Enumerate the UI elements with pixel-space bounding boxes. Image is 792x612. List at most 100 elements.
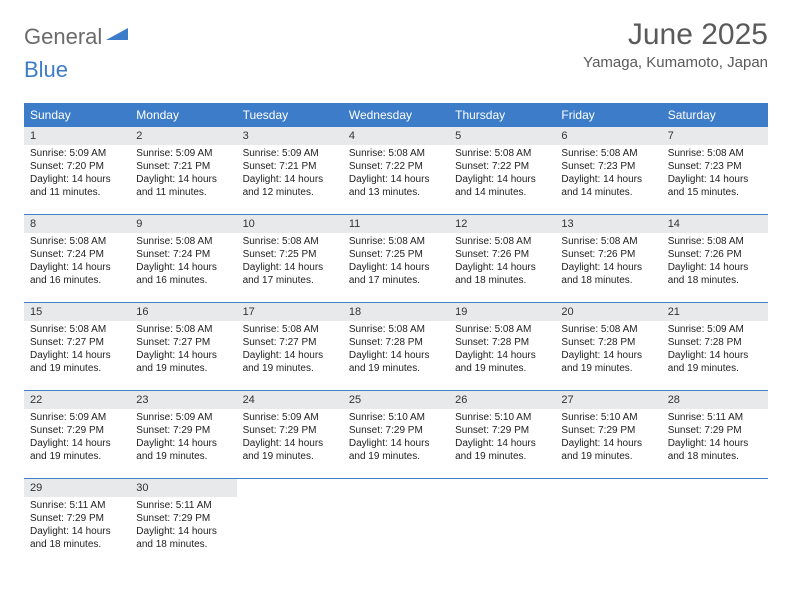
day-details: Sunrise: 5:09 AMSunset: 7:20 PMDaylight:… <box>24 145 130 203</box>
daylight-line: Daylight: 14 hours and 11 minutes. <box>30 173 124 199</box>
sunset-line: Sunset: 7:26 PM <box>561 248 655 261</box>
day-details: Sunrise: 5:09 AMSunset: 7:29 PMDaylight:… <box>237 409 343 467</box>
weekday-header-row: Sunday Monday Tuesday Wednesday Thursday… <box>24 104 768 127</box>
sunrise-line: Sunrise: 5:09 AM <box>136 147 230 160</box>
day-details: Sunrise: 5:08 AMSunset: 7:23 PMDaylight:… <box>662 145 768 203</box>
daylight-line: Daylight: 14 hours and 18 minutes. <box>561 261 655 287</box>
day-number: 29 <box>24 479 130 497</box>
day-details: Sunrise: 5:08 AMSunset: 7:28 PMDaylight:… <box>343 321 449 379</box>
calendar-week-row: 22Sunrise: 5:09 AMSunset: 7:29 PMDayligh… <box>24 391 768 479</box>
calendar-day-cell: 18Sunrise: 5:08 AMSunset: 7:28 PMDayligh… <box>343 303 449 391</box>
sunset-line: Sunset: 7:29 PM <box>136 512 230 525</box>
sunset-line: Sunset: 7:28 PM <box>561 336 655 349</box>
day-number: 8 <box>24 215 130 233</box>
daylight-line: Daylight: 14 hours and 13 minutes. <box>349 173 443 199</box>
day-number: 7 <box>662 127 768 145</box>
day-details: Sunrise: 5:09 AMSunset: 7:21 PMDaylight:… <box>130 145 236 203</box>
sunrise-line: Sunrise: 5:08 AM <box>668 235 762 248</box>
sunrise-line: Sunrise: 5:08 AM <box>455 147 549 160</box>
sunset-line: Sunset: 7:26 PM <box>668 248 762 261</box>
sunrise-line: Sunrise: 5:08 AM <box>561 147 655 160</box>
sunrise-line: Sunrise: 5:08 AM <box>561 323 655 336</box>
daylight-line: Daylight: 14 hours and 14 minutes. <box>561 173 655 199</box>
day-number: 2 <box>130 127 236 145</box>
sunrise-line: Sunrise: 5:09 AM <box>30 147 124 160</box>
daylight-line: Daylight: 14 hours and 19 minutes. <box>455 349 549 375</box>
logo-mark-icon <box>106 26 128 49</box>
sunset-line: Sunset: 7:22 PM <box>455 160 549 173</box>
day-number: 12 <box>449 215 555 233</box>
day-number: 14 <box>662 215 768 233</box>
daylight-line: Daylight: 14 hours and 17 minutes. <box>243 261 337 287</box>
day-details: Sunrise: 5:08 AMSunset: 7:24 PMDaylight:… <box>130 233 236 291</box>
day-number: 9 <box>130 215 236 233</box>
sunset-line: Sunset: 7:21 PM <box>136 160 230 173</box>
daylight-line: Daylight: 14 hours and 19 minutes. <box>30 437 124 463</box>
calendar-day-cell: 15Sunrise: 5:08 AMSunset: 7:27 PMDayligh… <box>24 303 130 391</box>
sunrise-line: Sunrise: 5:11 AM <box>668 411 762 424</box>
page-title: June 2025 <box>583 18 768 52</box>
sunset-line: Sunset: 7:24 PM <box>136 248 230 261</box>
calendar-day-cell: 7Sunrise: 5:08 AMSunset: 7:23 PMDaylight… <box>662 127 768 215</box>
sunrise-line: Sunrise: 5:08 AM <box>30 323 124 336</box>
sunrise-line: Sunrise: 5:08 AM <box>349 323 443 336</box>
day-number: 26 <box>449 391 555 409</box>
sunset-line: Sunset: 7:25 PM <box>243 248 337 261</box>
daylight-line: Daylight: 14 hours and 19 minutes. <box>561 437 655 463</box>
calendar-day-cell: 30Sunrise: 5:11 AMSunset: 7:29 PMDayligh… <box>130 479 236 567</box>
day-details: Sunrise: 5:08 AMSunset: 7:24 PMDaylight:… <box>24 233 130 291</box>
sunrise-line: Sunrise: 5:08 AM <box>455 235 549 248</box>
day-details: Sunrise: 5:08 AMSunset: 7:25 PMDaylight:… <box>237 233 343 291</box>
calendar-day-cell <box>449 479 555 567</box>
day-number: 11 <box>343 215 449 233</box>
daylight-line: Daylight: 14 hours and 16 minutes. <box>30 261 124 287</box>
day-number: 27 <box>555 391 661 409</box>
sunrise-line: Sunrise: 5:09 AM <box>668 323 762 336</box>
calendar-day-cell: 16Sunrise: 5:08 AMSunset: 7:27 PMDayligh… <box>130 303 236 391</box>
sunset-line: Sunset: 7:26 PM <box>455 248 549 261</box>
day-details: Sunrise: 5:10 AMSunset: 7:29 PMDaylight:… <box>555 409 661 467</box>
day-details: Sunrise: 5:08 AMSunset: 7:22 PMDaylight:… <box>343 145 449 203</box>
calendar-day-cell: 28Sunrise: 5:11 AMSunset: 7:29 PMDayligh… <box>662 391 768 479</box>
day-number: 20 <box>555 303 661 321</box>
sunrise-line: Sunrise: 5:09 AM <box>243 411 337 424</box>
daylight-line: Daylight: 14 hours and 19 minutes. <box>243 437 337 463</box>
calendar-day-cell: 14Sunrise: 5:08 AMSunset: 7:26 PMDayligh… <box>662 215 768 303</box>
sunrise-line: Sunrise: 5:08 AM <box>561 235 655 248</box>
day-details: Sunrise: 5:08 AMSunset: 7:27 PMDaylight:… <box>24 321 130 379</box>
sunset-line: Sunset: 7:28 PM <box>668 336 762 349</box>
day-details: Sunrise: 5:11 AMSunset: 7:29 PMDaylight:… <box>24 497 130 555</box>
logo: General <box>24 18 130 50</box>
sunset-line: Sunset: 7:27 PM <box>136 336 230 349</box>
calendar-day-cell <box>343 479 449 567</box>
sunrise-line: Sunrise: 5:08 AM <box>30 235 124 248</box>
calendar-day-cell: 21Sunrise: 5:09 AMSunset: 7:28 PMDayligh… <box>662 303 768 391</box>
day-details: Sunrise: 5:09 AMSunset: 7:29 PMDaylight:… <box>24 409 130 467</box>
day-details: Sunrise: 5:10 AMSunset: 7:29 PMDaylight:… <box>449 409 555 467</box>
sunrise-line: Sunrise: 5:08 AM <box>243 235 337 248</box>
daylight-line: Daylight: 14 hours and 11 minutes. <box>136 173 230 199</box>
sunrise-line: Sunrise: 5:08 AM <box>136 323 230 336</box>
daylight-line: Daylight: 14 hours and 14 minutes. <box>455 173 549 199</box>
logo-word-general: General <box>24 24 102 50</box>
day-number: 1 <box>24 127 130 145</box>
day-number: 4 <box>343 127 449 145</box>
calendar-day-cell: 19Sunrise: 5:08 AMSunset: 7:28 PMDayligh… <box>449 303 555 391</box>
daylight-line: Daylight: 14 hours and 19 minutes. <box>349 437 443 463</box>
daylight-line: Daylight: 14 hours and 16 minutes. <box>136 261 230 287</box>
sunrise-line: Sunrise: 5:10 AM <box>561 411 655 424</box>
day-details: Sunrise: 5:08 AMSunset: 7:27 PMDaylight:… <box>237 321 343 379</box>
daylight-line: Daylight: 14 hours and 19 minutes. <box>136 349 230 375</box>
daylight-line: Daylight: 14 hours and 19 minutes. <box>349 349 443 375</box>
sunset-line: Sunset: 7:29 PM <box>455 424 549 437</box>
sunset-line: Sunset: 7:21 PM <box>243 160 337 173</box>
daylight-line: Daylight: 14 hours and 19 minutes. <box>30 349 124 375</box>
day-details: Sunrise: 5:11 AMSunset: 7:29 PMDaylight:… <box>662 409 768 467</box>
daylight-line: Daylight: 14 hours and 18 minutes. <box>136 525 230 551</box>
day-number: 13 <box>555 215 661 233</box>
day-details: Sunrise: 5:08 AMSunset: 7:26 PMDaylight:… <box>555 233 661 291</box>
day-details: Sunrise: 5:09 AMSunset: 7:21 PMDaylight:… <box>237 145 343 203</box>
sunrise-line: Sunrise: 5:08 AM <box>349 147 443 160</box>
sunrise-line: Sunrise: 5:11 AM <box>136 499 230 512</box>
sunset-line: Sunset: 7:27 PM <box>243 336 337 349</box>
